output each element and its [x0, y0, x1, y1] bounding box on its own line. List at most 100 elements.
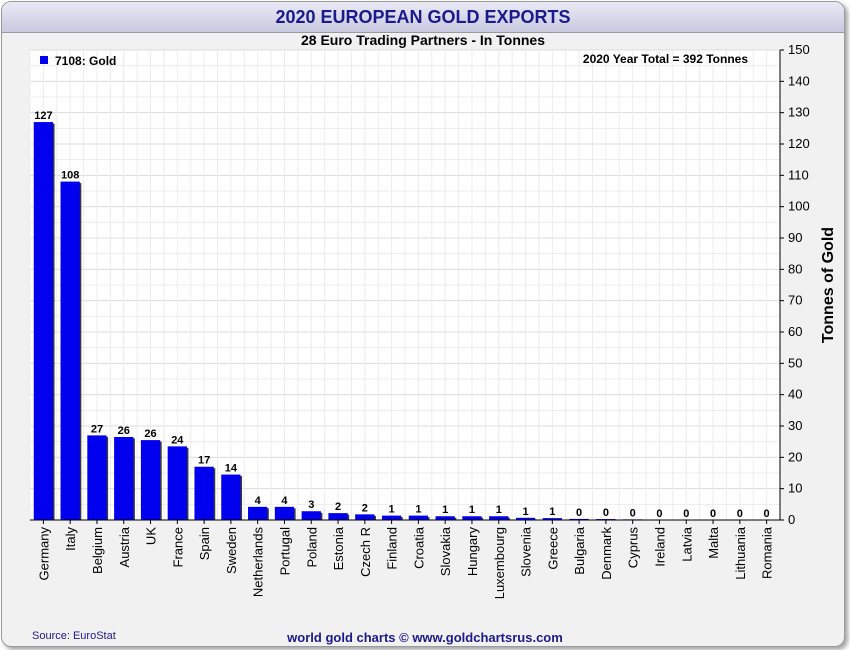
x-tick-label: Latvia	[679, 526, 694, 561]
footer-source: Source: EuroStat	[32, 630, 116, 642]
data-label: 1	[389, 504, 395, 516]
data-label: 0	[576, 507, 582, 519]
bar-hungary	[462, 516, 482, 520]
data-label: 127	[34, 110, 52, 122]
data-label: 1	[496, 504, 502, 516]
y-tick-label: 10	[788, 481, 802, 496]
legend-label: 7108: Gold	[55, 54, 116, 68]
y-tick-label: 150	[788, 42, 810, 57]
x-tick-label: Malta	[706, 526, 721, 559]
bar-czech-r	[355, 514, 375, 520]
data-label: 26	[118, 425, 130, 437]
title-bar: 2020 EUROPEAN GOLD EXPORTS	[2, 2, 844, 33]
footer-credit: world gold charts © www.goldchartsrus.co…	[287, 630, 563, 645]
x-tick-label: Sweden	[224, 527, 239, 574]
bar-germany	[33, 122, 54, 521]
data-label: 3	[308, 499, 314, 511]
data-label: 26	[144, 428, 156, 440]
x-tick-label: Belgium	[90, 527, 105, 574]
bar-portugal	[274, 506, 295, 520]
bar-greece	[542, 518, 562, 520]
bar-france	[167, 446, 187, 520]
legend-swatch	[40, 56, 48, 64]
x-tick-label: Denmark	[599, 527, 614, 580]
x-tick-label: Luxembourg	[492, 527, 507, 599]
x-tick-label: Bulgaria	[572, 526, 587, 574]
x-tick-label: Finland	[385, 527, 400, 570]
x-tick-label: Italy	[63, 527, 78, 551]
bar-italy	[60, 181, 80, 520]
data-label: 1	[469, 504, 475, 516]
y-tick-label: 110	[788, 167, 809, 182]
bar-slovenia	[515, 517, 536, 520]
legend: 7108: Gold	[40, 54, 116, 68]
y-tick-label: 50	[788, 355, 802, 370]
chart-title: 2020 EUROPEAN GOLD EXPORTS	[275, 7, 571, 27]
bar-bulgaria	[569, 518, 589, 520]
data-label: 1	[442, 504, 448, 516]
y-axis-label: Tonnes of Gold	[820, 227, 837, 343]
bar-uk	[140, 440, 161, 520]
data-label: 24	[171, 434, 184, 446]
bar-poland	[301, 511, 321, 520]
bar-austria	[114, 436, 134, 520]
bar-belgium	[87, 435, 107, 520]
bar-croatia	[408, 515, 429, 520]
x-tick-label: Ireland	[652, 527, 667, 567]
chart-subtitle: 28 Euro Trading Partners - In Tonnes	[301, 32, 545, 48]
data-label: 1	[522, 506, 528, 518]
x-tick-label: UK	[144, 527, 159, 545]
y-tick-label: 20	[788, 449, 802, 464]
x-tick-label: Germany	[36, 527, 51, 581]
x-axis: Germany Italy Belgium Austria UK France Spain S…	[30, 519, 780, 599]
x-tick-label: Portugal	[277, 527, 292, 576]
data-label: 108	[61, 170, 79, 182]
bar-estonia	[328, 513, 348, 520]
y-tick-label: 40	[788, 387, 802, 402]
x-tick-label: Poland	[304, 527, 319, 567]
bar-spain	[194, 466, 214, 520]
x-tick-label: Greece	[545, 527, 560, 570]
x-tick-label: Slovenia	[519, 526, 534, 577]
total-annotation: 2020 Year Total = 392 Tonnes	[583, 52, 748, 66]
x-tick-label: Croatia	[411, 526, 426, 569]
x-tick-label: Austria	[117, 526, 132, 567]
data-label: 2	[362, 502, 368, 514]
data-labels-layer: 127 108 27 26 26 24 17 14 4 4 3 2 2 1 1 1 1 1 1 1 0 0 0 0 0 0 0 0	[34, 110, 769, 520]
data-label: 4	[281, 495, 288, 507]
x-tick-label: Lithuania	[733, 526, 748, 580]
bar-finland	[381, 515, 402, 520]
bar-slovakia	[435, 516, 455, 520]
data-label: 0	[630, 507, 636, 519]
y-tick-label: 120	[788, 136, 810, 151]
y-tick-label: 70	[788, 293, 802, 308]
data-label: 2	[335, 501, 341, 513]
y-tick-label: 0	[788, 512, 795, 527]
x-tick-label: Czech R	[358, 527, 373, 577]
x-tick-label: Romania	[760, 526, 775, 579]
data-label: 14	[225, 463, 238, 475]
y-tick-label: 100	[788, 199, 810, 214]
data-label: 4	[255, 495, 262, 507]
bar-luxembourg	[489, 516, 509, 520]
data-label: 0	[737, 508, 743, 520]
y-tick-label: 90	[788, 230, 802, 245]
data-label: 0	[764, 508, 770, 520]
x-tick-label: Slovakia	[438, 526, 453, 576]
data-label: 0	[710, 508, 716, 520]
bar-sweden	[221, 474, 241, 520]
data-label: 0	[656, 508, 662, 520]
data-label: 0	[603, 507, 609, 519]
x-tick-label: Netherlands	[251, 527, 266, 598]
x-tick-label: Hungary	[465, 527, 480, 577]
data-label: 1	[549, 506, 555, 518]
data-label: 17	[198, 455, 210, 467]
y-tick-label: 30	[788, 418, 802, 433]
x-tick-label: France	[170, 527, 185, 567]
x-tick-label: Cyprus	[626, 527, 641, 569]
data-label: 0	[683, 508, 689, 520]
x-tick-label: Estonia	[331, 526, 346, 570]
bar-netherlands	[248, 506, 268, 520]
y-tick-label: 140	[788, 73, 810, 88]
